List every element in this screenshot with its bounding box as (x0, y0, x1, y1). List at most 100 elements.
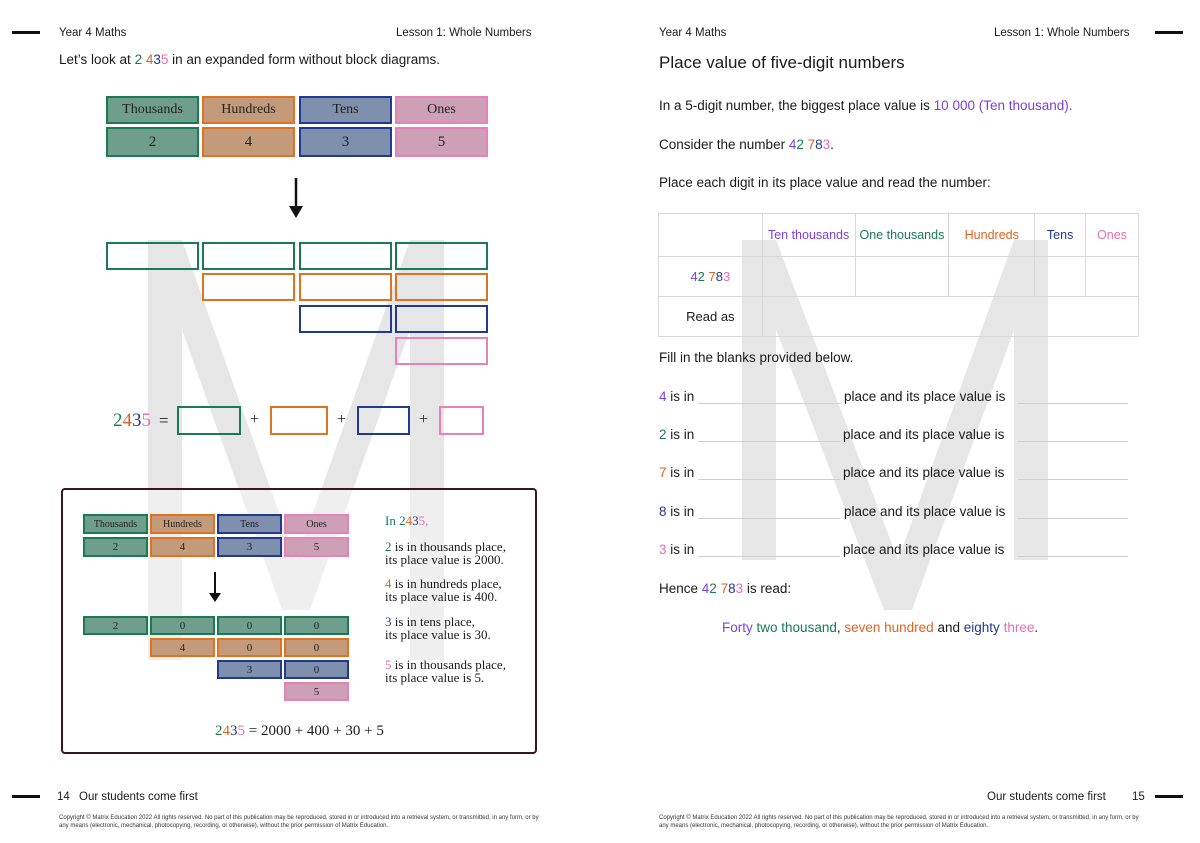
blank-place-3[interactable] (698, 479, 840, 480)
expand-box-hundreds-3[interactable] (395, 273, 488, 301)
header-thousands: Thousands (106, 96, 199, 124)
blank-row-mid-4: place and its place value is (844, 504, 1006, 519)
ex-digit-hundreds: 4 (150, 537, 215, 557)
ex-line-tens: 3 is in tens place, its place value is 30… (385, 614, 491, 642)
paragraph-biggest-place: In a 5-digit number, the biggest place v… (659, 98, 1073, 113)
equation-number: 2435 (113, 410, 151, 431)
blank-value-1[interactable] (1018, 403, 1128, 404)
table-header-ones: Ones (1085, 213, 1139, 257)
answer-box-thousands[interactable] (177, 406, 241, 435)
table-read-as-answer[interactable] (761, 296, 1140, 337)
equals-sign: = (159, 411, 169, 430)
expand-box-hundreds-2[interactable] (299, 273, 392, 301)
ex-row1-cell-2: 0 (150, 616, 215, 635)
paragraph-instruction: Place each digit in its place value and … (659, 175, 991, 190)
blank-row-mid-2: place and its place value is (843, 427, 1005, 442)
intro-text: Let’s look at 2 435 in an expanded form … (59, 52, 441, 67)
table-corner-cell (658, 213, 763, 257)
ex-line-ones: 5 is in thousands place, its place value … (385, 657, 506, 685)
blank-place-5[interactable] (698, 556, 840, 557)
paragraph-consider: Consider the number 42 783. (659, 137, 834, 152)
copyright-right: Copyright © Matrix Education 2022 All ri… (659, 815, 1139, 829)
answer-box-ones[interactable] (439, 406, 484, 435)
ex-header-ones: Ones (284, 514, 349, 534)
ex-line-hundreds: 4 is in hundreds place, its place value i… (385, 576, 502, 604)
expand-box-thousands-3[interactable] (299, 242, 392, 270)
ex-digit-tens: 3 (217, 537, 282, 557)
expand-box-tens-2[interactable] (395, 305, 488, 333)
footer-slogan-left: Our students come first (79, 791, 198, 803)
expand-box-hundreds-1[interactable] (202, 273, 295, 301)
ex-header-tens: Tens (217, 514, 282, 534)
ex-row1-cell-4: 0 (284, 616, 349, 635)
ex-row3-cell-2: 0 (284, 660, 349, 679)
table-cell-tens[interactable] (1034, 256, 1087, 297)
blank-place-4[interactable] (698, 518, 840, 519)
header-rule-left (12, 31, 40, 34)
answer-box-hundreds[interactable] (270, 406, 328, 435)
blank-value-5[interactable] (1018, 556, 1128, 557)
blank-row-label-5: 3 is in (659, 542, 695, 557)
header-lesson-left: Lesson 1: Whole Numbers (396, 27, 532, 39)
ex-digit-thousands: 2 (83, 537, 148, 557)
blank-row-label-3: 7 is in (659, 465, 695, 480)
expand-box-thousands-2[interactable] (202, 242, 295, 270)
plus-sign-3: + (419, 411, 429, 428)
expand-box-thousands-1[interactable] (106, 242, 199, 270)
ex-header-thousands: Thousands (83, 514, 148, 534)
hence-text: Hence 42 783 is read: (659, 581, 792, 596)
expand-box-ones-1[interactable] (395, 337, 488, 365)
blank-value-2[interactable] (1018, 441, 1128, 442)
digit-tens: 3 (299, 127, 392, 157)
header-ones: Ones (395, 96, 488, 124)
table-header-hundreds: Hundreds (948, 213, 1036, 257)
header-lesson-right: Lesson 1: Whole Numbers (994, 27, 1130, 39)
plus-sign-1: + (250, 411, 260, 428)
copyright-left: Copyright © Matrix Education 2022 All ri… (59, 815, 539, 829)
table-header-ten-thousands: Ten thousands (761, 213, 856, 257)
answer-box-tens[interactable] (357, 406, 410, 435)
footer-page-number-right: 15 (1132, 791, 1145, 803)
ex-row2-cell-2: 0 (217, 638, 282, 657)
table-header-tens: Tens (1034, 213, 1087, 257)
table-cell-hundreds[interactable] (948, 256, 1036, 297)
blank-place-2[interactable] (698, 441, 840, 442)
blank-row-mid-5: place and its place value is (843, 542, 1005, 557)
place-value-table: Ten thousands One thousands Hundreds Ten… (658, 213, 1140, 337)
header-year-right: Year 4 Maths (659, 27, 727, 39)
ex-final-equation: 2435 = 2000 + 400 + 30 + 5 (215, 723, 384, 739)
expand-box-thousands-4[interactable] (395, 242, 488, 270)
expand-box-tens-1[interactable] (299, 305, 392, 333)
blank-row-label-2: 2 is in (659, 427, 695, 442)
table-header-one-thousands: One thousands (854, 213, 950, 257)
blank-value-3[interactable] (1018, 479, 1128, 480)
table-cell-ones[interactable] (1085, 256, 1139, 297)
table-cell-one-thousands[interactable] (854, 256, 950, 297)
ex-row2-cell-1: 4 (150, 638, 215, 657)
digit-hundreds: 4 (202, 127, 295, 157)
blank-place-1[interactable] (698, 403, 840, 404)
down-arrow-icon (209, 572, 221, 602)
ex-row1-cell-3: 0 (217, 616, 282, 635)
table-cell-ten-thousands[interactable] (761, 256, 856, 297)
table-row-number: 42 783 (658, 256, 763, 297)
down-arrow-icon (289, 178, 303, 218)
header-rule-right (1155, 31, 1183, 34)
fill-blanks-instruction: Fill in the blanks provided below. (659, 350, 854, 365)
header-hundreds: Hundreds (202, 96, 295, 124)
blank-row-mid-3: place and its place value is (843, 465, 1005, 480)
blank-row-label-1: 4 is in (659, 389, 695, 404)
ex-line-thousands: 2 is in thousands place, its place value … (385, 539, 506, 567)
ex-row1-cell-1: 2 (83, 616, 148, 635)
ex-digit-ones: 5 (284, 537, 349, 557)
blank-value-4[interactable] (1018, 518, 1128, 519)
footer-rule-left (12, 795, 40, 798)
page-title: Place value of five-digit numbers (659, 53, 905, 72)
table-read-as-label: Read as (658, 296, 763, 337)
number-in-words: Forty two thousand, seven hundred and ei… (722, 620, 1039, 635)
ex-header-hundreds: Hundreds (150, 514, 215, 534)
ex-row4-cell-1: 5 (284, 682, 349, 701)
footer-slogan-right: Our students come first (987, 791, 1106, 803)
digit-ones: 5 (395, 127, 488, 157)
ex-row2-cell-3: 0 (284, 638, 349, 657)
